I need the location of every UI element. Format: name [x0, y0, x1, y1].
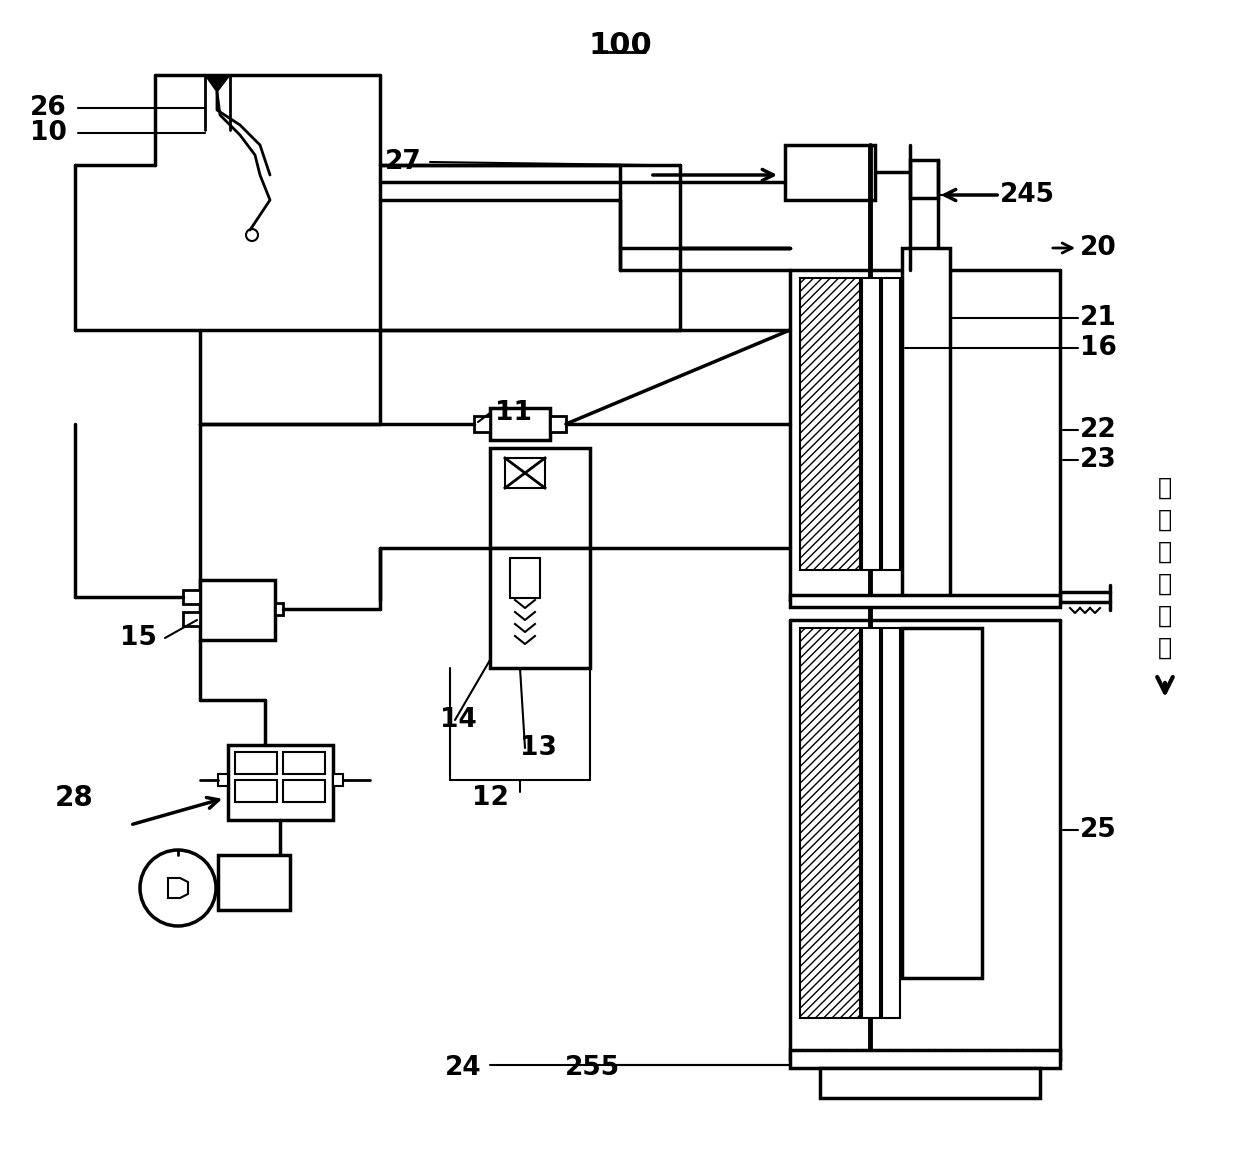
Bar: [200, 580, 275, 640]
Text: 24: 24: [445, 1055, 481, 1081]
Bar: [184, 590, 200, 604]
Bar: [882, 628, 900, 1018]
Text: 方: 方: [1158, 604, 1172, 628]
Text: 动: 动: [1158, 572, 1172, 597]
Text: 10: 10: [30, 120, 67, 146]
Text: 26: 26: [30, 95, 67, 121]
Bar: [800, 278, 861, 570]
Bar: [510, 558, 539, 598]
Text: 向: 向: [1158, 636, 1172, 660]
Bar: [474, 416, 490, 432]
Text: 23: 23: [1080, 447, 1117, 473]
Bar: [334, 774, 343, 786]
Bar: [490, 548, 590, 668]
Bar: [218, 774, 228, 786]
Bar: [505, 458, 546, 488]
Bar: [283, 752, 325, 774]
Bar: [283, 781, 325, 802]
Bar: [820, 1068, 1040, 1098]
Text: 流: 流: [1158, 540, 1172, 564]
Text: 100: 100: [588, 30, 652, 60]
Bar: [901, 628, 982, 977]
Bar: [228, 745, 334, 820]
Text: 11: 11: [495, 400, 532, 425]
Bar: [236, 781, 277, 802]
Bar: [800, 628, 861, 1018]
Bar: [862, 278, 880, 570]
Text: 27: 27: [384, 149, 422, 175]
Bar: [910, 161, 937, 198]
Bar: [490, 448, 590, 548]
Bar: [790, 595, 1060, 607]
Text: 14: 14: [440, 707, 476, 732]
Text: 16: 16: [1080, 335, 1117, 361]
Bar: [551, 416, 565, 432]
Bar: [901, 248, 950, 600]
Bar: [785, 145, 875, 200]
Text: 12: 12: [472, 785, 508, 811]
Text: 245: 245: [999, 182, 1055, 207]
Bar: [218, 856, 290, 909]
Text: 255: 255: [565, 1055, 620, 1081]
Polygon shape: [205, 75, 229, 91]
Text: 20: 20: [1080, 236, 1117, 261]
Text: 流: 流: [1158, 476, 1172, 500]
Bar: [490, 408, 551, 440]
Text: 体: 体: [1158, 507, 1172, 532]
Circle shape: [140, 850, 216, 926]
Text: 15: 15: [120, 625, 157, 650]
Text: 21: 21: [1080, 305, 1117, 331]
Bar: [882, 278, 900, 570]
Bar: [236, 752, 277, 774]
Bar: [275, 604, 283, 615]
Bar: [184, 612, 200, 626]
Text: 25: 25: [1080, 817, 1117, 843]
Text: 28: 28: [55, 784, 94, 812]
Text: 13: 13: [520, 735, 557, 761]
Bar: [790, 1050, 1060, 1068]
Text: 22: 22: [1080, 417, 1117, 443]
Polygon shape: [510, 558, 539, 578]
Bar: [862, 628, 880, 1018]
